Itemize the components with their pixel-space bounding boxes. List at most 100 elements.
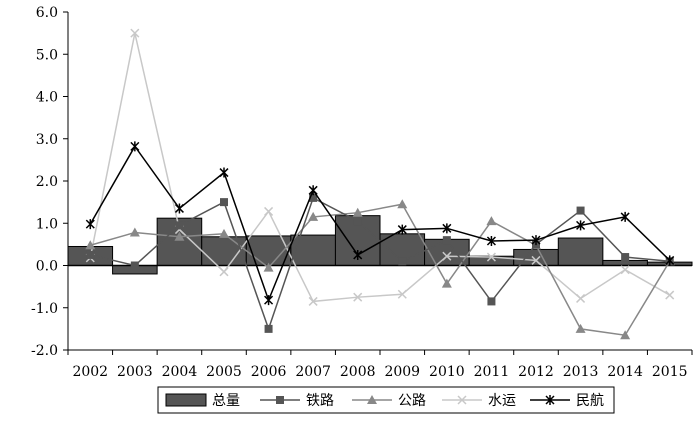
data-point-triangle [308, 211, 319, 221]
data-point-triangle [263, 262, 274, 272]
x-tick-label: 2008 [340, 364, 376, 380]
legend-item: 铁路 [260, 393, 334, 409]
x-tick-label: 2009 [384, 364, 420, 380]
data-point-triangle [219, 228, 229, 238]
data-point-x [130, 28, 140, 38]
series-line [90, 196, 670, 332]
bar [290, 234, 336, 267]
y-tick-label: -2.0 [31, 343, 58, 359]
data-point-star [620, 211, 630, 222]
x-tick-label: 2014 [607, 364, 643, 380]
data-point-triangle [352, 207, 363, 217]
data-point-square [487, 297, 496, 306]
data-point-triangle [441, 278, 452, 288]
data-point-x [442, 251, 452, 261]
data-point-triangle [620, 330, 631, 340]
bar [557, 237, 604, 267]
legend-item: 水运 [442, 393, 516, 409]
data-point-star [353, 249, 363, 260]
legend-label: 水运 [488, 393, 516, 409]
data-point-star [442, 223, 452, 234]
data-point-x [620, 265, 630, 275]
legend-label: 总量 [212, 393, 240, 409]
data-point-square [130, 261, 139, 270]
data-point-star [174, 203, 184, 214]
data-point-square [220, 198, 228, 207]
series-star [85, 141, 675, 306]
x-tick-label: 2005 [206, 364, 242, 380]
data-point-star [665, 255, 675, 266]
data-point-triangle [575, 323, 586, 333]
data-point-square [398, 257, 407, 266]
x-tick-label: 2003 [117, 364, 153, 380]
data-point-triangle [367, 395, 377, 404]
legend-label: 民航 [576, 393, 604, 409]
data-point-triangle [397, 199, 408, 209]
y-tick-label: 5.0 [36, 47, 58, 63]
data-point-x [665, 290, 675, 300]
y-tick-label: 2.0 [36, 174, 58, 190]
data-point-x [486, 252, 496, 262]
x-tick-label: 2004 [162, 364, 198, 380]
bar [602, 259, 648, 266]
data-point-star [397, 224, 407, 235]
x-tick-label: 2002 [72, 364, 108, 380]
data-point-square [86, 250, 95, 259]
data-point-star [130, 141, 140, 152]
data-point-x [264, 206, 274, 216]
data-point-star [264, 295, 274, 306]
x-tick-label: 2006 [251, 364, 287, 380]
data-point-star [85, 219, 95, 230]
data-point-x [353, 292, 363, 302]
legend: 总量 铁路 公路 水运 民航 [157, 386, 615, 414]
data-point-square [576, 206, 585, 215]
data-point-triangle [486, 216, 497, 226]
data-point-square [264, 324, 273, 333]
bar [513, 248, 559, 267]
y-tick-label: 4.0 [36, 90, 58, 106]
data-point-square [621, 253, 630, 262]
data-point-star [308, 185, 318, 196]
data-point-x [576, 293, 586, 303]
x-tick-label: 2015 [652, 364, 688, 380]
data-point-star [545, 395, 555, 405]
data-point-star [576, 220, 586, 231]
data-point-star [531, 235, 541, 246]
data-point-square [276, 396, 284, 404]
data-point-square [353, 217, 362, 226]
x-axis: 2002 2003 2004 2005 2006 2007 2008 2009 2010 2011… [67, 350, 693, 380]
series-line [89, 144, 671, 303]
data-point-x [531, 255, 541, 265]
data-point-x [219, 267, 229, 277]
data-point-triangle [129, 227, 140, 237]
x-tick-label: 2010 [429, 364, 465, 380]
x-tick-label: 2013 [563, 364, 599, 380]
x-tick-label: 2012 [518, 364, 554, 380]
y-tick-label: 1.0 [36, 216, 58, 232]
data-point-square [309, 193, 318, 202]
data-point-star [219, 167, 229, 178]
data-point-star [486, 235, 496, 246]
data-point-triangle [85, 240, 96, 250]
x-tick-label: 2011 [474, 364, 510, 380]
y-tick-label: 6.0 [36, 5, 58, 21]
legend-item: 民航 [530, 393, 604, 409]
legend-item: 公路 [352, 393, 426, 409]
legend-item: 总量 [165, 393, 240, 409]
y-tick-label: 0.0 [36, 259, 58, 275]
data-point-x [457, 395, 467, 405]
y-tick-label: -1.0 [31, 301, 58, 317]
y-tick-label: 3.0 [36, 132, 58, 148]
data-point-x [308, 296, 318, 306]
series-line [90, 203, 671, 337]
legend-label: 铁路 [306, 393, 334, 409]
data-point-square [442, 236, 451, 245]
data-point-square [175, 221, 184, 230]
y-axis: -2.0 -1.0 0.0 1.0 2.0 3.0 4.0 5.0 6.0 [31, 5, 68, 359]
data-point-x [397, 289, 407, 299]
legend-swatch [165, 393, 207, 407]
legend-label: 公路 [398, 393, 426, 409]
x-tick-label: 2007 [295, 364, 331, 380]
